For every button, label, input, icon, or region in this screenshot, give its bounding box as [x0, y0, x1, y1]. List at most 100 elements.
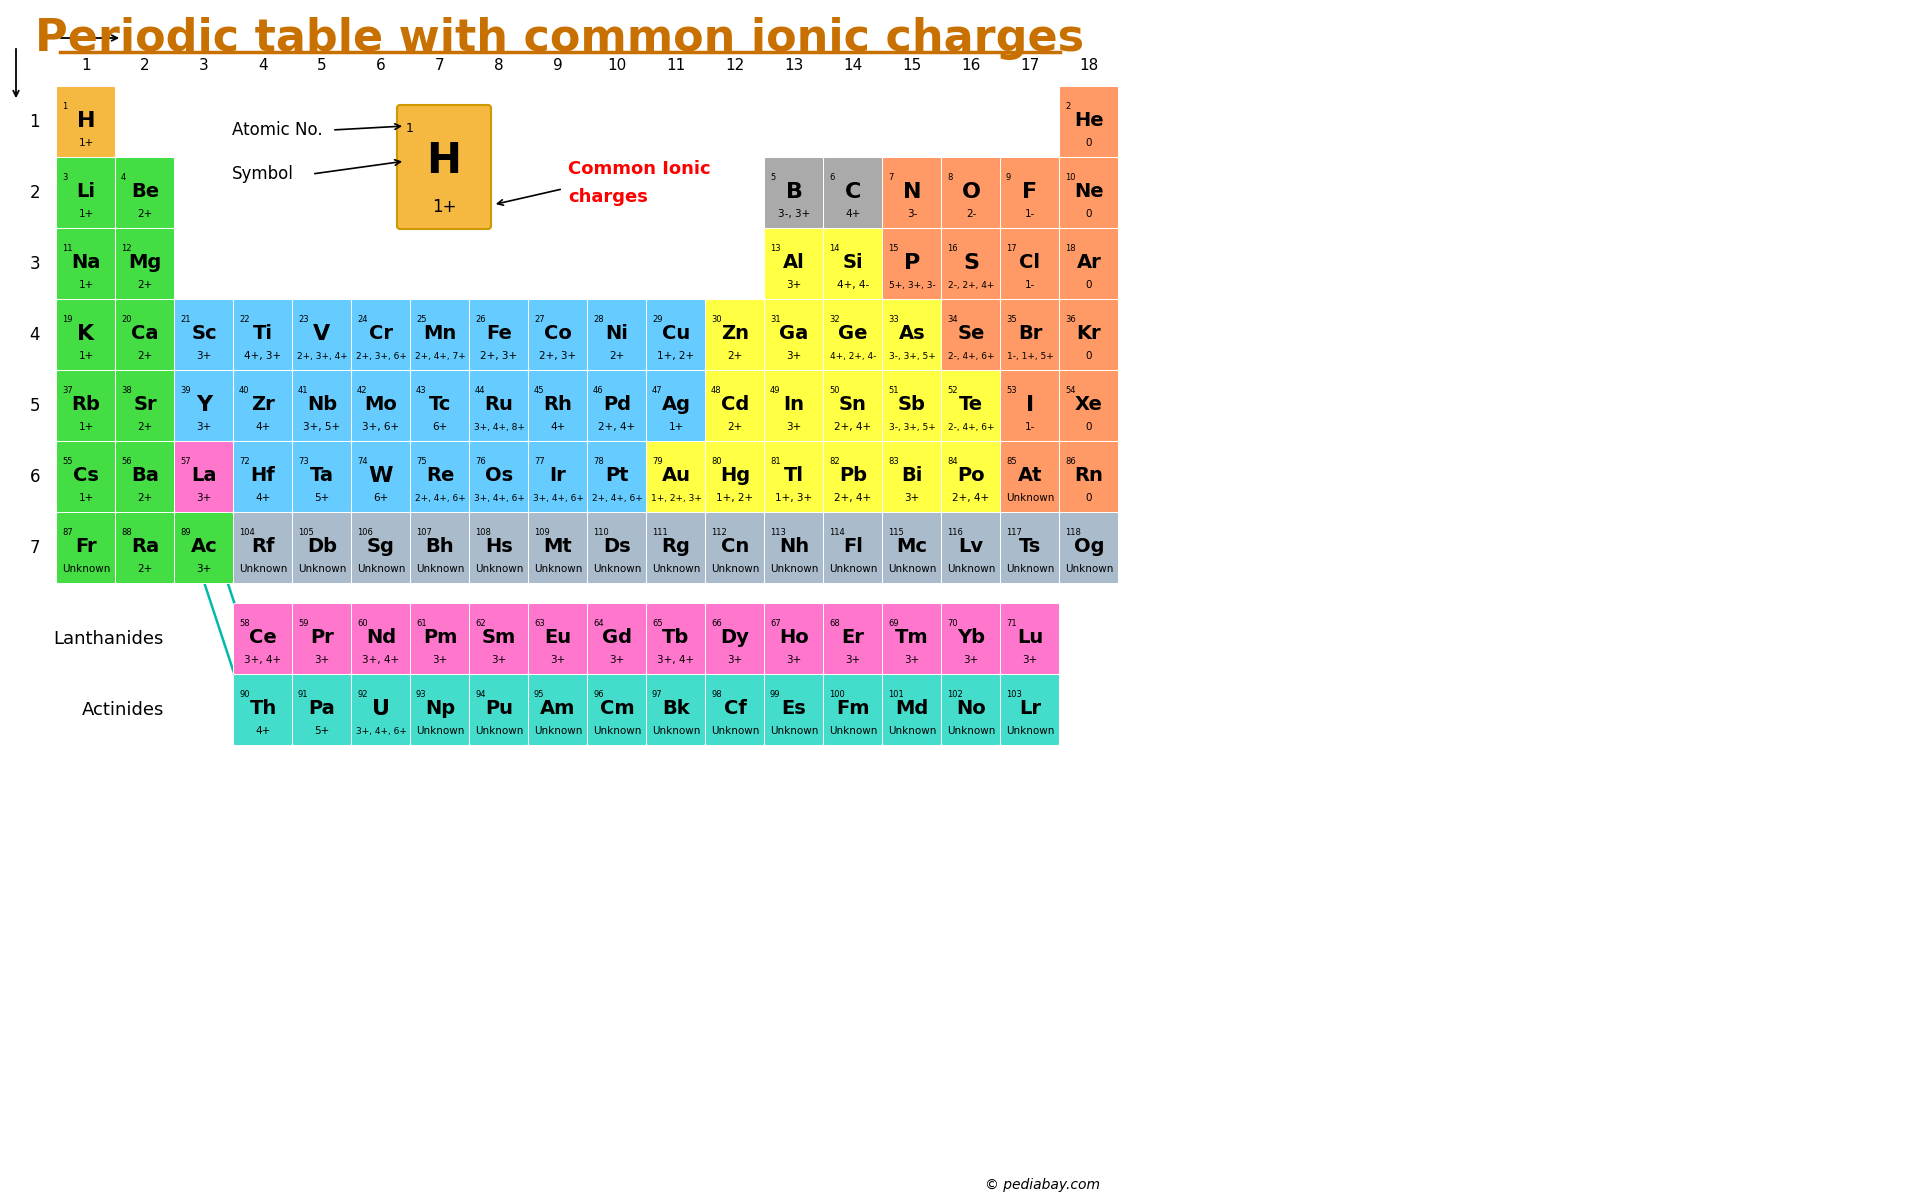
- Text: 29: 29: [653, 314, 662, 324]
- Text: 3+: 3+: [196, 493, 211, 503]
- Text: Unknown: Unknown: [474, 564, 522, 574]
- Text: Tc: Tc: [428, 395, 451, 414]
- FancyBboxPatch shape: [764, 674, 824, 745]
- FancyBboxPatch shape: [883, 512, 941, 583]
- FancyBboxPatch shape: [56, 512, 115, 583]
- Text: 115: 115: [887, 528, 904, 538]
- Text: 9: 9: [1006, 173, 1012, 182]
- Text: 0: 0: [1085, 209, 1092, 218]
- Text: Unknown: Unknown: [534, 726, 582, 736]
- FancyBboxPatch shape: [705, 300, 764, 371]
- FancyBboxPatch shape: [883, 442, 941, 512]
- Text: Tb: Tb: [662, 628, 689, 647]
- Text: 110: 110: [593, 528, 609, 538]
- Text: 44: 44: [474, 386, 486, 395]
- Text: Sm: Sm: [482, 628, 516, 647]
- Text: 42: 42: [357, 386, 367, 395]
- Text: Bh: Bh: [426, 538, 455, 556]
- FancyBboxPatch shape: [1000, 512, 1060, 583]
- Text: © pediabay.com: © pediabay.com: [985, 1178, 1100, 1192]
- FancyBboxPatch shape: [351, 604, 411, 674]
- FancyBboxPatch shape: [175, 512, 234, 583]
- Text: Mn: Mn: [424, 324, 457, 343]
- Text: 2+: 2+: [138, 564, 152, 574]
- Text: 25: 25: [417, 314, 426, 324]
- Text: O: O: [962, 181, 981, 202]
- Text: 1+: 1+: [79, 350, 94, 361]
- FancyBboxPatch shape: [56, 157, 115, 228]
- Text: Al: Al: [783, 253, 804, 272]
- Text: 53: 53: [1006, 386, 1016, 395]
- Text: Unknown: Unknown: [298, 564, 346, 574]
- Text: 3+: 3+: [196, 422, 211, 432]
- Text: Db: Db: [307, 538, 338, 556]
- Text: 2+: 2+: [138, 350, 152, 361]
- Text: Ti: Ti: [253, 324, 273, 343]
- Text: Re: Re: [426, 466, 455, 485]
- FancyBboxPatch shape: [411, 442, 470, 512]
- Text: 4+, 4-: 4+, 4-: [837, 280, 870, 290]
- Text: Og: Og: [1073, 538, 1104, 556]
- Text: 2+: 2+: [138, 493, 152, 503]
- FancyBboxPatch shape: [764, 371, 824, 442]
- Text: 16: 16: [962, 59, 981, 73]
- Text: 2: 2: [140, 59, 150, 73]
- FancyBboxPatch shape: [1060, 300, 1119, 371]
- Text: 0: 0: [1085, 280, 1092, 290]
- Text: 2-, 4+, 6+: 2-, 4+, 6+: [948, 422, 995, 432]
- Text: 7: 7: [29, 539, 40, 557]
- Text: Eu: Eu: [545, 628, 572, 647]
- Text: Kr: Kr: [1077, 324, 1102, 343]
- FancyBboxPatch shape: [824, 300, 883, 371]
- Text: 4: 4: [121, 173, 127, 182]
- Text: 3+: 3+: [845, 655, 860, 665]
- FancyBboxPatch shape: [647, 300, 705, 371]
- Text: 3+: 3+: [787, 280, 803, 290]
- FancyBboxPatch shape: [588, 512, 647, 583]
- Text: 3+: 3+: [904, 493, 920, 503]
- Text: 81: 81: [770, 457, 781, 466]
- Text: 64: 64: [593, 619, 603, 628]
- Text: 114: 114: [829, 528, 845, 538]
- Text: 71: 71: [1006, 619, 1016, 628]
- Text: 22: 22: [238, 314, 250, 324]
- Text: 99: 99: [770, 690, 781, 698]
- Text: 3+: 3+: [432, 655, 447, 665]
- Text: Mc: Mc: [897, 538, 927, 556]
- FancyBboxPatch shape: [1000, 157, 1060, 228]
- Text: Na: Na: [71, 253, 100, 272]
- Text: 34: 34: [947, 314, 958, 324]
- Text: Ba: Ba: [131, 466, 159, 485]
- Text: 2+: 2+: [609, 350, 624, 361]
- Text: 7: 7: [887, 173, 893, 182]
- FancyBboxPatch shape: [528, 300, 588, 371]
- Text: Ho: Ho: [780, 628, 808, 647]
- Text: 2+: 2+: [728, 350, 743, 361]
- Text: Hs: Hs: [486, 538, 513, 556]
- FancyBboxPatch shape: [56, 371, 115, 442]
- FancyBboxPatch shape: [470, 371, 528, 442]
- Text: Unknown: Unknown: [593, 726, 641, 736]
- Text: charges: charges: [568, 187, 647, 205]
- Text: Pa: Pa: [309, 700, 336, 718]
- Text: 8: 8: [493, 59, 503, 73]
- Text: Unknown: Unknown: [887, 564, 937, 574]
- Text: Lv: Lv: [958, 538, 983, 556]
- Text: Mo: Mo: [365, 395, 397, 414]
- Text: Atomic No.: Atomic No.: [232, 121, 323, 139]
- Text: 82: 82: [829, 457, 839, 466]
- Text: Fm: Fm: [837, 700, 870, 718]
- Text: Ts: Ts: [1020, 538, 1041, 556]
- FancyBboxPatch shape: [292, 371, 351, 442]
- Text: 3+, 4+: 3+, 4+: [657, 655, 695, 665]
- Text: Po: Po: [958, 466, 985, 485]
- FancyBboxPatch shape: [588, 604, 647, 674]
- Text: Se: Se: [958, 324, 985, 343]
- Text: 2+, 4+: 2+, 4+: [952, 493, 989, 503]
- Text: He: He: [1073, 112, 1104, 130]
- FancyBboxPatch shape: [824, 512, 883, 583]
- Text: 5: 5: [770, 173, 776, 182]
- Text: 100: 100: [829, 690, 845, 698]
- FancyBboxPatch shape: [411, 512, 470, 583]
- FancyBboxPatch shape: [56, 228, 115, 300]
